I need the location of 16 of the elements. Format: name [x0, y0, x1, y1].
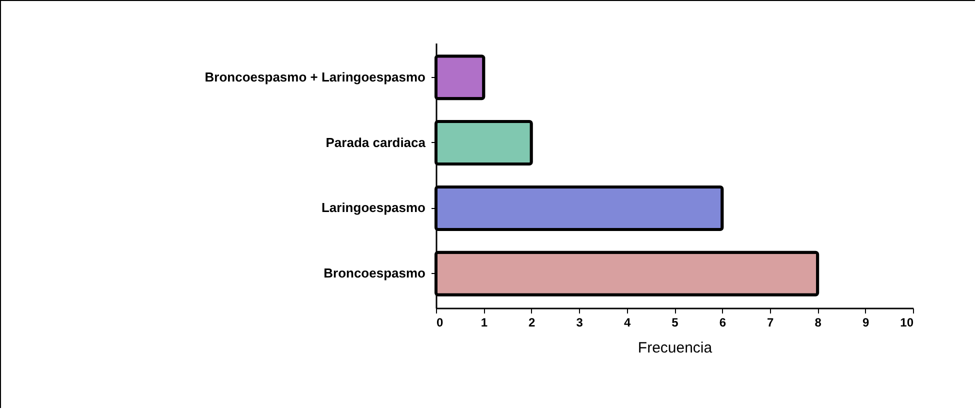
- y-tick-label: Laringoespasmo: [321, 200, 426, 216]
- y-tick-label: Broncoespasmo: [324, 266, 426, 281]
- x-tick-label: 9: [862, 316, 870, 330]
- x-tick-label: 7: [767, 316, 774, 330]
- x-tick-label: 0: [436, 316, 444, 330]
- x-tick-label: 10: [900, 316, 914, 330]
- y-tick-label: Broncoespasmo + Laringoespasmo: [204, 69, 426, 84]
- x-tick-label: 5: [672, 316, 679, 330]
- x-tick-label: 2: [528, 316, 536, 330]
- x-tick-label: 1: [480, 316, 488, 330]
- x-tick-label: 3: [576, 316, 584, 330]
- x-tick-label: 8: [814, 316, 822, 330]
- x-axis-title: Frecuencia: [638, 340, 713, 356]
- x-tick-label: 4: [624, 316, 631, 330]
- y-tick-label: Parada cardiaca: [326, 134, 426, 150]
- x-tick-label: 6: [719, 316, 726, 330]
